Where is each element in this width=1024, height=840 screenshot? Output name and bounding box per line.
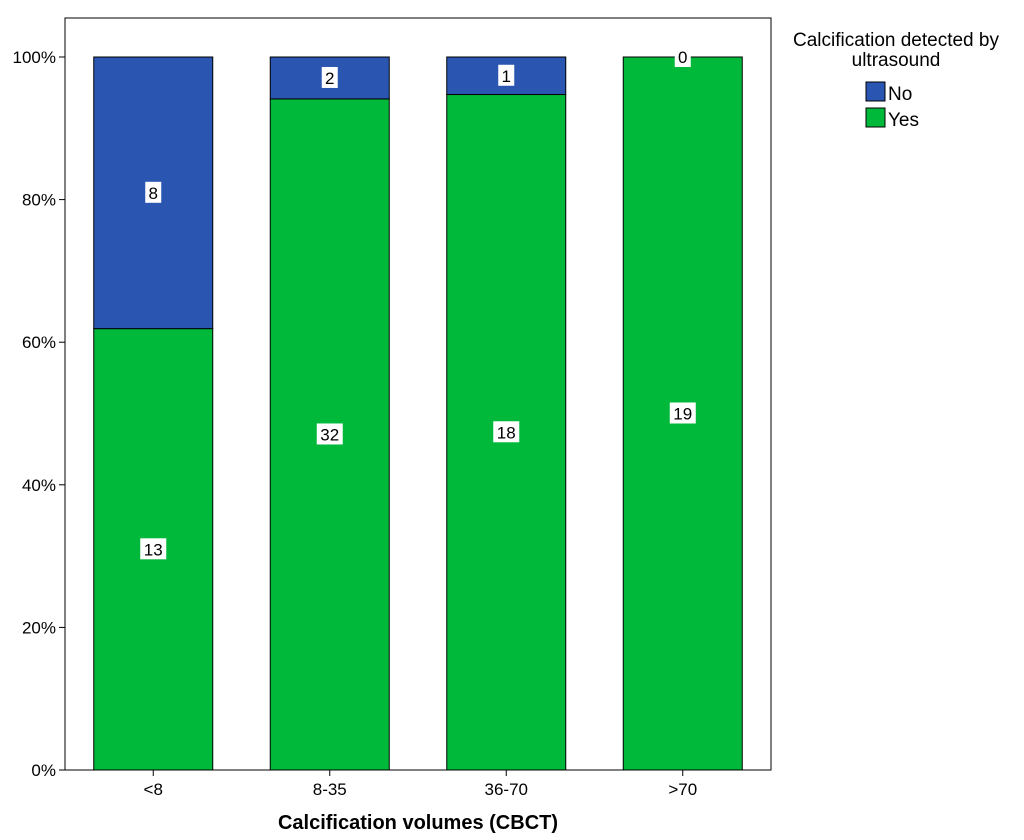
y-tick-label: 60% [22, 333, 56, 352]
data-label-bg [498, 64, 515, 86]
data-label-bg [321, 66, 338, 88]
legend-items: No Yes [865, 81, 919, 131]
x-tick-label: 8-35 [313, 780, 347, 799]
data-label: 13 [144, 540, 163, 559]
legend-label-no: No [888, 84, 912, 105]
data-label: 2 [325, 69, 334, 88]
data-labels-group: 13 8 32 2 18 1 19 0 [140, 46, 696, 560]
data-label: 18 [497, 423, 516, 442]
x-tick-label: <8 [144, 780, 163, 799]
data-label: 1 [502, 67, 511, 86]
y-tick-label: 0% [31, 761, 56, 780]
x-tick-label: 36-70 [485, 780, 528, 799]
data-label-bg [316, 423, 343, 445]
data-label-bg [140, 538, 167, 560]
data-label-bg [145, 181, 162, 203]
data-label-bg [674, 46, 691, 67]
x-axis-label: Calcification volumes (CBCT) [278, 812, 558, 834]
data-label: 0 [678, 48, 687, 67]
legend-swatch-no [865, 81, 886, 102]
legend-title-line1: Calcification detected by [793, 30, 999, 51]
data-label-bg [493, 421, 520, 443]
legend: Calcification detected by ultrasound No Y… [793, 30, 999, 131]
y-tick-label: 20% [22, 618, 56, 637]
data-label: 32 [320, 425, 339, 444]
legend-swatch-yes [865, 107, 886, 128]
legend-label-yes: Yes [888, 110, 919, 131]
y-tick-label: 40% [22, 476, 56, 495]
legend-title-line2: ultrasound [852, 50, 941, 71]
data-label-bg [669, 402, 696, 424]
data-label: 19 [673, 405, 692, 424]
y-tick-label: 100% [13, 48, 56, 67]
x-axis: <8 8-35 36-70 >70 [144, 770, 697, 799]
y-tick-label: 80% [22, 191, 56, 210]
data-label: 8 [149, 184, 158, 203]
y-axis: 0% 20% 40% 60% 80% 100% [13, 48, 65, 780]
x-tick-label: >70 [668, 780, 697, 799]
